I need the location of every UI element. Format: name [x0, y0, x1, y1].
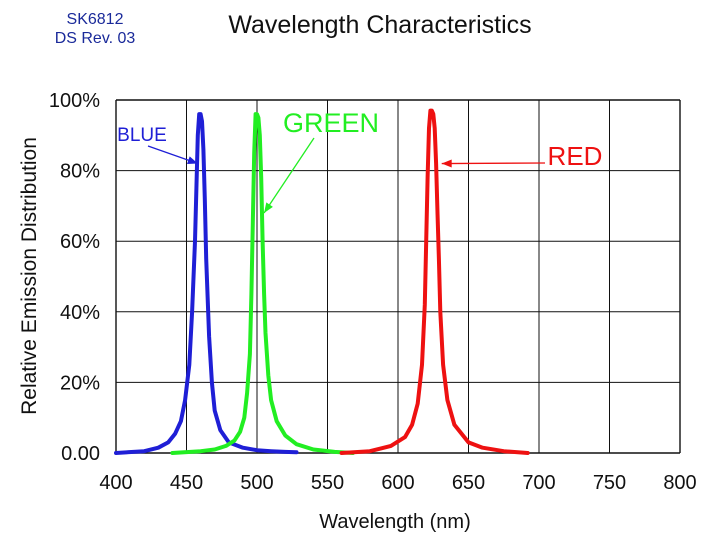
x-tick-label: 400: [99, 472, 132, 494]
y-tick-label: 20%: [60, 372, 100, 394]
x-tick-label: 550: [311, 472, 344, 494]
y-tick-label: 100%: [49, 90, 100, 112]
y-tick-label: 40%: [60, 302, 100, 324]
x-tick-label: 500: [240, 472, 273, 494]
x-tick-label: 450: [170, 472, 203, 494]
revision-label: DS Rev. 03: [54, 30, 136, 47]
annotation-label-green: GREEN: [283, 108, 379, 138]
annotations: BLUE GREEN RED: [117, 108, 603, 214]
document-id: SK6812 DS Rev. 03: [40, 10, 150, 48]
series-line-blue: [114, 112, 299, 455]
y-axis-label: Relative Emission Distribution: [18, 137, 41, 415]
annotation-leader-green: [263, 137, 315, 214]
series-line-green: [170, 112, 355, 455]
x-tick-label: 750: [593, 472, 626, 494]
x-tick-label: 800: [663, 472, 696, 494]
part-number: SK6812: [66, 11, 124, 28]
annotation-leader-red: [441, 162, 546, 165]
tick-labels: 400 450 500 550 600 650 700 750 800 0.00 20% 40% 60%…: [49, 90, 697, 494]
series-lines: [114, 108, 530, 455]
annotation-arrowhead-blue: [187, 156, 198, 164]
x-tick-label: 700: [522, 472, 555, 494]
annotation-arrowhead-green: [264, 202, 273, 213]
annotation-arrowhead-red: [441, 159, 452, 168]
y-tick-label: 0.00: [61, 443, 100, 465]
x-tick-label: 650: [452, 472, 485, 494]
annotation-label-blue: BLUE: [117, 125, 167, 146]
x-axis-label: Wavelength (nm): [319, 511, 471, 533]
y-tick-label: 60%: [60, 231, 100, 253]
x-tick-label: 600: [381, 472, 414, 494]
chart-title: Wavelength Characteristics: [228, 11, 531, 39]
series-line-red: [339, 108, 530, 455]
annotation-label-red: RED: [548, 141, 603, 171]
y-tick-label: 80%: [60, 161, 100, 183]
